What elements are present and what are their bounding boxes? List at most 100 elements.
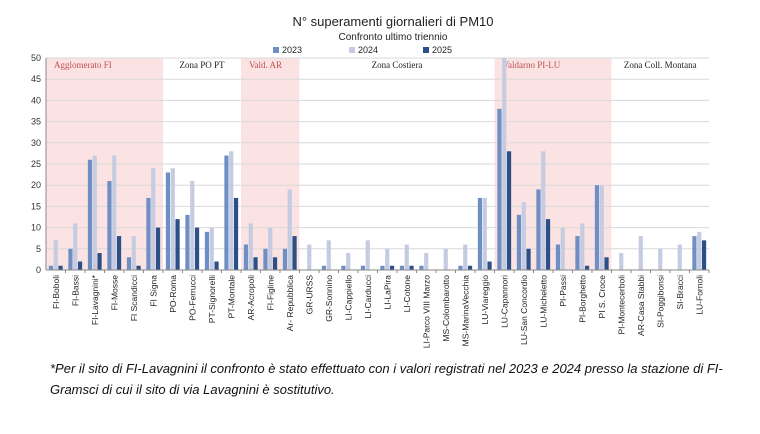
- bar-2024-0: [53, 240, 58, 270]
- y-tick-label: 35: [31, 117, 41, 127]
- axes: 0 5 10 15 20 25 30 35 40 45 50 FI-Boboli FI-Bassi FI-…: [31, 53, 710, 348]
- bar-2024-17: [385, 248, 390, 270]
- bar-2024-7: [190, 180, 195, 270]
- legend-label-2025: 2025: [432, 45, 452, 55]
- bar-2023-14: [321, 265, 327, 270]
- chart-title: N° superamenti giornalieri di PM10: [292, 14, 493, 29]
- x-tick-label: LU-Micheletto: [538, 275, 548, 328]
- bar-2025-5: [155, 227, 161, 270]
- bar-2024-11: [268, 227, 273, 270]
- x-tick-label: PI-Montecerboli: [616, 275, 626, 335]
- bar-2025-25: [545, 219, 551, 270]
- y-tick-label: 45: [31, 74, 41, 84]
- bar-2025-28: [604, 257, 609, 270]
- x-tick-label: LI-LaPira: [382, 275, 392, 310]
- x-tick-label: PT-Montale: [226, 275, 236, 319]
- bar-2023-11: [263, 248, 268, 270]
- bar-2024-33: [697, 231, 702, 270]
- bar-2025-4: [136, 265, 141, 270]
- y-tick-label: 40: [31, 95, 41, 105]
- x-tick-label: GR-URSS: [304, 275, 314, 315]
- y-tick-label: 30: [31, 138, 41, 148]
- bar-2024-14: [326, 240, 331, 270]
- bar-2024-4: [131, 236, 136, 270]
- bar-2025-3: [116, 236, 122, 270]
- legend-label-2023: 2023: [282, 45, 302, 55]
- bar-2025-7: [194, 227, 200, 270]
- bar-2024-31: [658, 248, 663, 270]
- bar-2025-21: [467, 265, 473, 270]
- bar-2023-28: [594, 185, 600, 270]
- bar-2023-7: [185, 214, 190, 270]
- bars: [48, 58, 707, 270]
- x-tick-label: Ar- Repubblica: [285, 275, 295, 331]
- bar-2024-23: [502, 58, 507, 270]
- zone-label: Agglomerato FI: [54, 60, 112, 70]
- bar-2023-25: [536, 189, 541, 270]
- x-tick-label: FI-Bassi: [70, 275, 80, 306]
- bar-2025-33: [701, 240, 707, 270]
- y-tick-label: 20: [31, 180, 41, 190]
- bar-2023-22: [477, 197, 483, 270]
- y-tick-label: 15: [31, 201, 41, 211]
- x-tick-label: FI-Lavagnini*: [90, 274, 100, 325]
- bar-2024-22: [482, 197, 487, 270]
- x-tick-label: FI Scandicci: [129, 275, 139, 321]
- pm10-chart: N° superamenti giornalieri di PM10 Confr…: [31, 14, 710, 348]
- bar-2025-24: [526, 248, 531, 270]
- bar-2023-3: [107, 180, 112, 270]
- bar-2023-21: [458, 265, 463, 270]
- bar-2023-19: [419, 265, 424, 270]
- bar-2024-20: [443, 248, 448, 270]
- bar-2024-28: [599, 185, 604, 270]
- x-tick-label: PO-Roma: [168, 275, 178, 313]
- bar-2023-2: [87, 159, 93, 270]
- bar-2024-21: [463, 244, 468, 270]
- zone-label: Valdarno PI-LU: [503, 60, 561, 70]
- bar-2024-10: [248, 223, 253, 270]
- bar-2023-1: [68, 248, 73, 270]
- footnote: *Per il sito di FI-Lavagnini il confront…: [50, 361, 723, 397]
- zone-label: Zona PO PT: [180, 60, 226, 70]
- bar-2023-8: [204, 231, 210, 270]
- x-tick-label: LI-Cotone: [402, 275, 412, 313]
- y-tick-label: 5: [36, 244, 41, 254]
- bar-2024-12: [287, 189, 292, 270]
- bar-2025-27: [584, 265, 590, 270]
- chart-subtitle: Confronto ultimo triennio: [339, 32, 448, 43]
- bar-2023-0: [48, 265, 54, 270]
- bar-2024-29: [619, 253, 624, 270]
- x-tick-label: LU-Fornoli: [694, 275, 704, 315]
- y-tick-label: 10: [31, 223, 41, 233]
- bar-2023-33: [692, 236, 697, 270]
- bar-2023-24: [516, 214, 522, 270]
- x-tick-label: SI-Bracci: [675, 275, 685, 310]
- bar-2025-10: [253, 257, 258, 270]
- bar-2024-1: [73, 223, 78, 270]
- legend: 2023 2024 2025: [273, 45, 452, 55]
- bar-2023-6: [165, 172, 171, 270]
- bar-2025-8: [214, 261, 219, 270]
- x-tick-label: AR-Acropoli: [246, 275, 256, 320]
- bar-2024-19: [424, 253, 429, 270]
- bar-2025-1: [77, 261, 83, 270]
- bar-2023-5: [146, 197, 151, 270]
- bar-2024-32: [677, 244, 682, 270]
- x-tick-label: PI-Passi: [558, 275, 568, 307]
- bar-2023-27: [575, 236, 580, 270]
- zone-label: Zona Coll. Montana: [624, 60, 697, 70]
- x-tick-label: LI-Carducci: [363, 275, 373, 319]
- bar-2024-26: [560, 227, 565, 270]
- x-tick-label: FI-Figline: [265, 275, 275, 311]
- x-tick-label: MS-Colombarotto: [441, 275, 451, 342]
- x-tick-label: SI-Poggibonsi: [655, 275, 665, 328]
- bar-2025-17: [389, 265, 395, 270]
- x-tick-label: PI-Borghetto: [577, 275, 587, 323]
- bar-2023-4: [126, 257, 132, 270]
- x-tick-label: PI S. Croce: [597, 275, 607, 319]
- x-tick-label: GR-Sonnino: [324, 275, 334, 322]
- bar-2023-15: [341, 265, 346, 270]
- bar-2024-5: [151, 168, 156, 270]
- bar-2024-18: [404, 244, 409, 270]
- bar-2025-6: [175, 219, 180, 270]
